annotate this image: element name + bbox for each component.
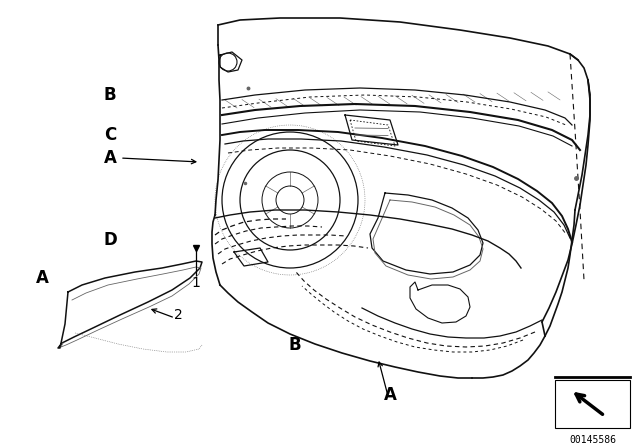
Text: 1: 1 (191, 276, 200, 290)
Text: B: B (104, 86, 116, 104)
Text: A: A (383, 386, 396, 404)
Text: 00145586: 00145586 (569, 435, 616, 445)
Text: A: A (104, 149, 116, 167)
Text: B: B (289, 336, 301, 354)
Text: D: D (103, 231, 117, 249)
Text: C: C (104, 126, 116, 144)
Text: A: A (36, 269, 49, 287)
Bar (555, 380, 630, 428)
Text: 2: 2 (173, 308, 182, 322)
